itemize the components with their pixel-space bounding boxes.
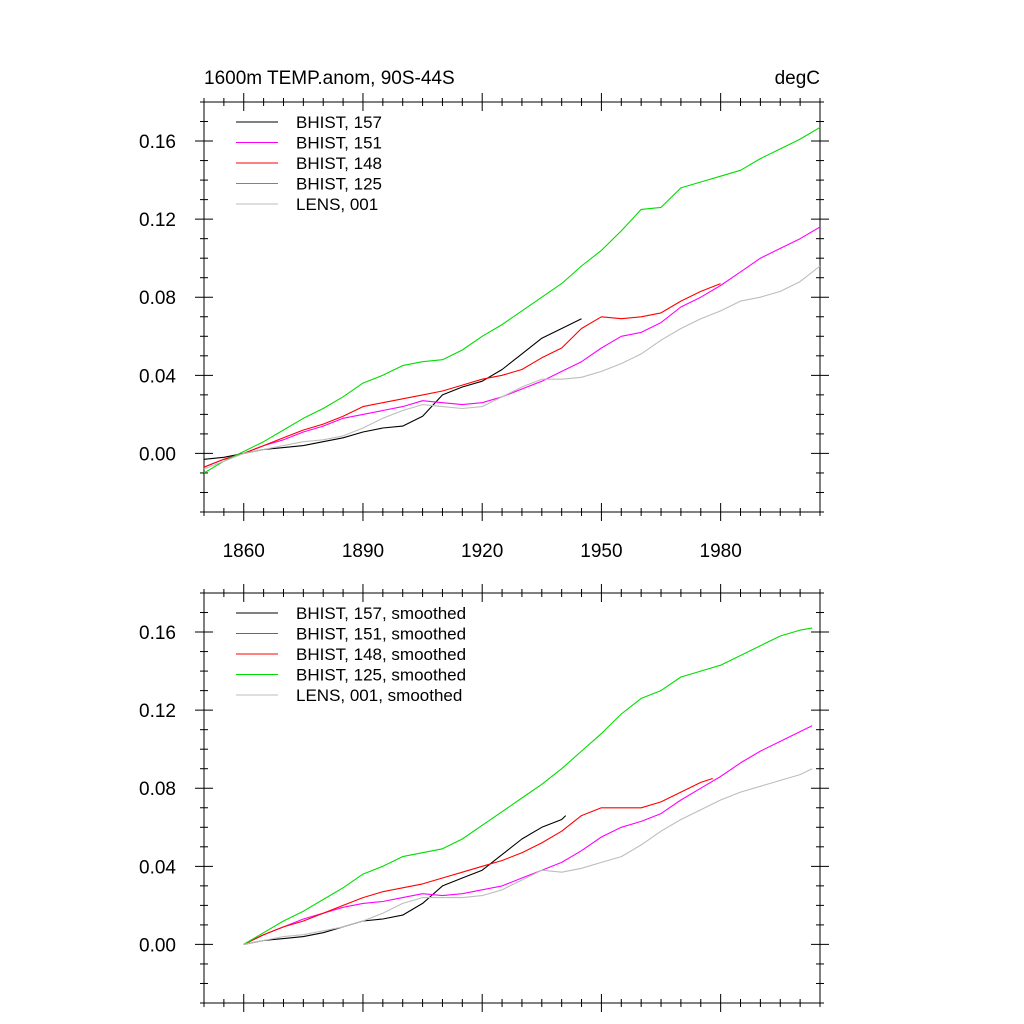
legend-label-148: BHIST, 148, smoothed: [296, 645, 466, 664]
legend-label-148: BHIST, 148: [296, 154, 382, 173]
plot-frame: [203, 592, 821, 1004]
y-tick-label: 0.12: [139, 701, 176, 722]
plot-frame: [203, 101, 821, 513]
legend-label-001: LENS, 001, smoothed: [296, 686, 462, 705]
legend-label-157: BHIST, 157: [296, 113, 382, 132]
legend-label-001: LENS, 001: [296, 195, 378, 214]
x-tick-label: 1920: [461, 541, 503, 562]
bottom-panel: 0.00 0.04 0.08 0.12 0.16 BHIST, 157, smoothed…: [139, 584, 829, 1012]
x-tick-label: 1890: [342, 541, 384, 562]
y-tick-label: 0.04: [139, 857, 176, 878]
y-tick-label: 0.16: [139, 132, 176, 153]
series-line-148: [243, 777, 713, 945]
y-tick-label: 0.04: [139, 366, 176, 387]
series-line-001: [203, 265, 821, 470]
legend-label-125: BHIST, 125, smoothed: [296, 666, 466, 685]
y-tick-label: 0.08: [139, 779, 176, 800]
series-line-148: [203, 283, 721, 468]
series-line-157: [243, 815, 567, 945]
legend-label-125: BHIST, 125: [296, 175, 382, 194]
y-tick-label: 0.00: [139, 935, 176, 956]
y-tick-label: 0.16: [139, 623, 176, 644]
series-line-125: [203, 126, 821, 474]
legend-label-151: BHIST, 151: [296, 134, 382, 153]
x-tick-label: 1860: [223, 541, 265, 562]
series-line-157: [203, 318, 582, 460]
x-tick-label: 1980: [700, 541, 742, 562]
series-line-125: [243, 627, 813, 945]
legend-label-157: BHIST, 157, smoothed: [296, 604, 466, 623]
y-tick-label: 0.08: [139, 288, 176, 309]
x-tick-label: 1950: [580, 541, 622, 562]
series-line-151: [203, 226, 821, 468]
legend-label-151: BHIST, 151, smoothed: [296, 625, 466, 644]
top-panel: 1860 1890 1920 1950 1980 0.00 0.04 0.08 0.12 0.16…: [139, 93, 829, 562]
series-line-151: [243, 725, 813, 945]
series-line-001: [243, 768, 813, 945]
chart-title: 1600m TEMP.anom, 90S-44S: [204, 68, 455, 89]
y-tick-label: 0.00: [139, 444, 176, 465]
y-tick-label: 0.12: [139, 210, 176, 231]
units-label: degC: [775, 68, 820, 89]
